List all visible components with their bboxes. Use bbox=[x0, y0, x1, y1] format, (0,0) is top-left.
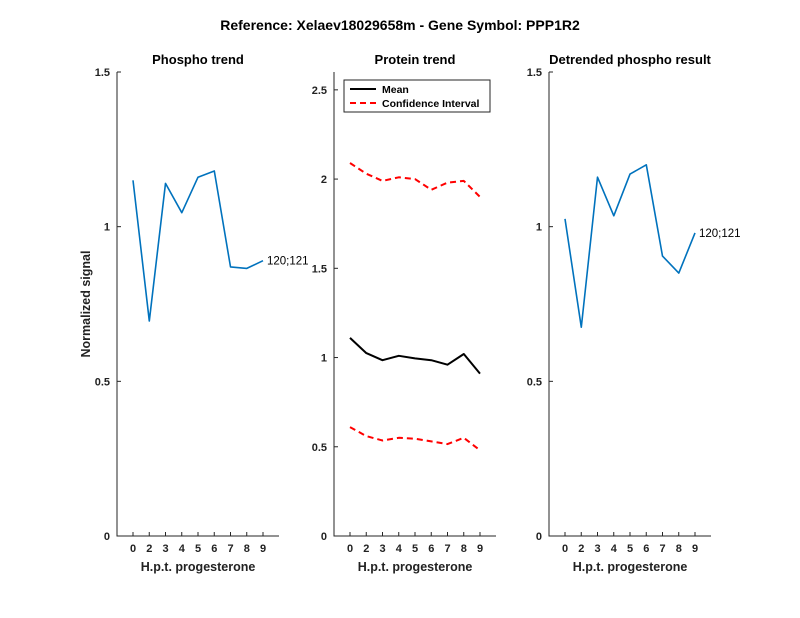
y-tick-label: 0.5 bbox=[527, 376, 542, 388]
legend: Mean Confidence Interval bbox=[343, 79, 491, 113]
legend-label-confidence-interval: Confidence Interval bbox=[382, 98, 480, 110]
y-tick-label: 0.5 bbox=[312, 442, 327, 454]
x-tick-label: 5 bbox=[627, 543, 633, 555]
x-tick-label: 2 bbox=[578, 543, 584, 555]
series-line-1 bbox=[349, 162, 481, 198]
y-tick-label: 0 bbox=[321, 531, 327, 543]
x-tick-label: 3 bbox=[162, 543, 168, 555]
x-tick-label: 0 bbox=[562, 543, 568, 555]
x-tick-label: 7 bbox=[659, 543, 665, 555]
figure-suptitle: Reference: Xelaev18029658m - Gene Symbol… bbox=[220, 17, 580, 33]
x-tick-label: 9 bbox=[477, 543, 483, 555]
x-tick-label: 9 bbox=[692, 543, 698, 555]
y-tick-label: 2.5 bbox=[312, 85, 327, 97]
x-tick-label: 2 bbox=[363, 543, 369, 555]
point-annotation: 120;121 bbox=[267, 256, 309, 268]
point-annotation: 120;121 bbox=[699, 228, 741, 240]
series-line-0 bbox=[564, 164, 696, 329]
legend-label-mean: Mean bbox=[382, 84, 409, 96]
x-tick-label: 8 bbox=[461, 543, 467, 555]
series-line-2 bbox=[349, 426, 481, 452]
y-tick-label: 0 bbox=[536, 531, 542, 543]
y-tick-label: 0.5 bbox=[95, 376, 110, 388]
x-tick-label: 0 bbox=[130, 543, 136, 555]
x-tick-label: 7 bbox=[444, 543, 450, 555]
y-tick-label: 0 bbox=[104, 531, 110, 543]
x-tick-label: 4 bbox=[179, 543, 186, 555]
x-tick-label: 3 bbox=[379, 543, 385, 555]
x-tick-label: 8 bbox=[244, 543, 250, 555]
x-tick-label: 5 bbox=[412, 543, 418, 555]
x-tick-label: 6 bbox=[643, 543, 649, 555]
panel-title: Detrended phospho result bbox=[549, 52, 711, 67]
y-tick-label: 1 bbox=[536, 222, 542, 234]
y-tick-label: 1.5 bbox=[95, 67, 110, 79]
x-axis-label: H.p.t. progesterone bbox=[141, 560, 256, 574]
panel-title: Protein trend bbox=[375, 52, 456, 67]
y-tick-label: 1 bbox=[104, 222, 110, 234]
panel-protein-trend: Protein trend H.p.t. progesterone Mean C… bbox=[312, 52, 496, 574]
x-tick-label: 0 bbox=[347, 543, 353, 555]
y-tick-label: 1.5 bbox=[312, 263, 327, 275]
panel-phospho-trend: Phospho trend H.p.t. progesterone Normal… bbox=[79, 52, 309, 574]
y-tick-label: 2 bbox=[321, 174, 327, 186]
x-tick-label: 7 bbox=[227, 543, 233, 555]
x-tick-label: 8 bbox=[676, 543, 682, 555]
y-axis-label: Normalized signal bbox=[79, 251, 93, 358]
x-tick-label: 6 bbox=[211, 543, 217, 555]
x-tick-label: 4 bbox=[396, 543, 403, 555]
x-tick-label: 6 bbox=[428, 543, 434, 555]
axis-frame bbox=[548, 72, 711, 537]
y-tick-label: 1 bbox=[321, 353, 327, 365]
legend-box bbox=[343, 79, 491, 113]
axis-frame bbox=[333, 72, 496, 537]
x-tick-label: 4 bbox=[611, 543, 618, 555]
x-axis-label: H.p.t. progesterone bbox=[358, 560, 473, 574]
y-tick-label: 1.5 bbox=[527, 67, 542, 79]
x-tick-label: 5 bbox=[195, 543, 201, 555]
axis-frame bbox=[116, 72, 279, 537]
series-line-0 bbox=[349, 337, 481, 375]
x-axis-label: H.p.t. progesterone bbox=[573, 560, 688, 574]
x-tick-label: 9 bbox=[260, 543, 266, 555]
series-line-0 bbox=[132, 170, 264, 322]
panel-title: Phospho trend bbox=[152, 52, 244, 67]
x-tick-label: 3 bbox=[594, 543, 600, 555]
panel-detrended-phospho: Detrended phospho result H.p.t. progeste… bbox=[527, 52, 741, 574]
x-tick-label: 2 bbox=[146, 543, 152, 555]
